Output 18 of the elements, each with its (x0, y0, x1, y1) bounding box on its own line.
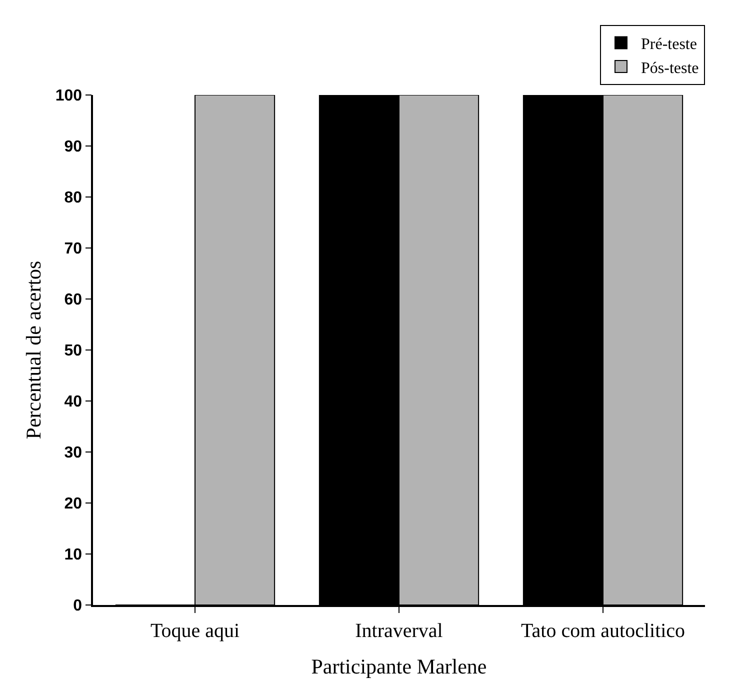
y-tick-label: 70 (64, 240, 82, 258)
x-tick-label: Intraverval (355, 620, 444, 642)
y-tick-label: 60 (64, 292, 82, 309)
x-tick-label: Tato com autoclitico (520, 620, 686, 642)
y-tick-label: 50 (64, 342, 82, 360)
y-axis-title: Percentual de acertos (22, 260, 46, 440)
y-tick-label: 30 (64, 444, 82, 462)
y-tick-label: 0 (73, 598, 82, 615)
y-tick-label: 100 (55, 88, 82, 105)
y-tick-label: 80 (64, 190, 82, 207)
y-tick-label: 10 (64, 546, 82, 564)
legend-label: Pós-teste (641, 60, 699, 77)
x-tick-label: Toque aqui (150, 620, 240, 642)
y-tick-label: 20 (64, 496, 82, 513)
x-axis-title: Participante Marlene (311, 654, 487, 678)
legend-label: Pré-teste (641, 36, 697, 53)
y-tick-label: 40 (64, 394, 82, 411)
y-tick-label: 90 (64, 138, 82, 156)
